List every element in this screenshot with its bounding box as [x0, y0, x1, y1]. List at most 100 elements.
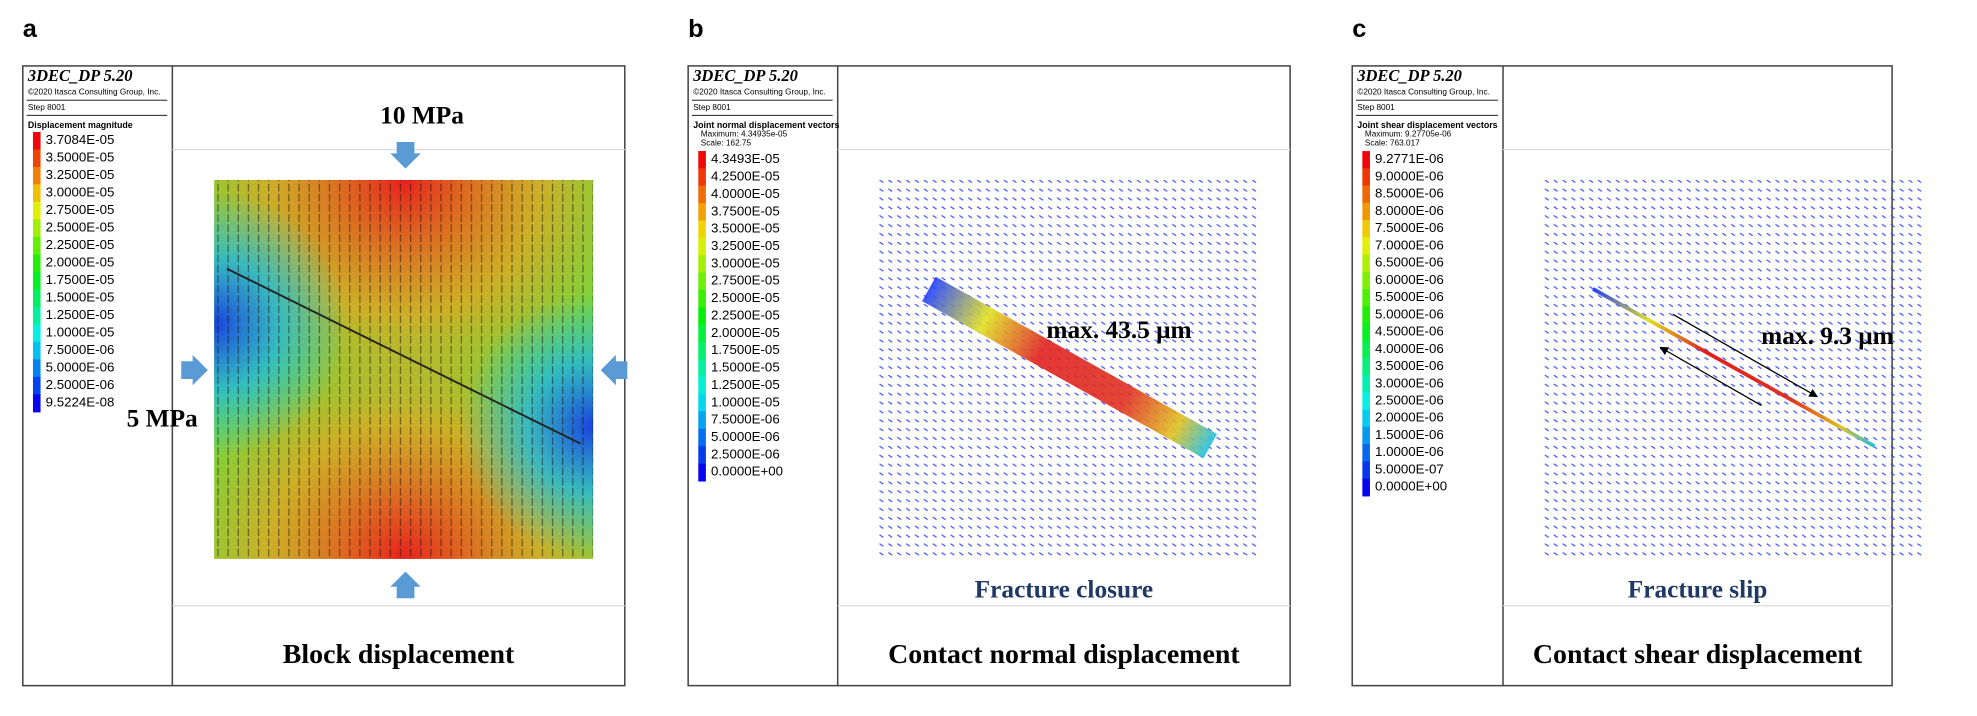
legend-swatch [698, 151, 706, 170]
load-label: 10 MPa [380, 102, 464, 130]
legend-swatch [698, 324, 706, 343]
step: Step 8001 [693, 103, 731, 112]
legend-swatch [1362, 323, 1370, 342]
panel: a 3DEC_DP 5.20 ©2020 Itasca Consulting Gro… [22, 15, 628, 687]
legend-swatch [1362, 202, 1370, 221]
legend-entry: 7.5000E-06 [711, 412, 780, 427]
legend-entry: 1.5000E-06 [1375, 427, 1444, 442]
legend-swatch [1362, 168, 1370, 187]
legend-entry: 3.0000E-05 [711, 255, 780, 270]
legend-swatch [1362, 426, 1370, 445]
legend-swatch [698, 220, 706, 239]
legend-entry: 3.5000E-05 [46, 150, 115, 165]
legend-swatch [32, 289, 41, 308]
legend-entry: 2.7500E-05 [46, 202, 115, 217]
max-label: max. 9.3 μm [1761, 322, 1894, 350]
legend-entry: 9.0000E-06 [1375, 168, 1444, 183]
legend-swatch [1362, 306, 1370, 325]
step: Step 8001 [1357, 103, 1395, 112]
software-name: 3DEC_DP 5.20 [1356, 66, 1462, 85]
legend-swatch [698, 428, 706, 447]
legend-entry: 2.5000E-06 [46, 377, 115, 392]
legend-swatch [32, 219, 41, 238]
copyright: ©2020 Itasca Consulting Group, Inc. [693, 88, 826, 97]
legend-entry: 3.7500E-05 [711, 203, 780, 218]
legend-swatch [32, 254, 41, 273]
legend-entry: 4.5000E-06 [1375, 324, 1444, 339]
legend-entry: 7.0000E-06 [1375, 237, 1444, 252]
legend-entry: 1.5000E-05 [46, 290, 115, 305]
copyright: ©2020 Itasca Consulting Group, Inc. [28, 88, 161, 97]
legend-swatch [32, 131, 41, 151]
legend-entry: 3.2500E-05 [46, 167, 115, 182]
legend-entry: 4.0000E-05 [711, 186, 780, 201]
legend-swatch [32, 201, 41, 221]
legend-swatch [32, 236, 41, 256]
caption: Contact normal displacement [888, 639, 1240, 670]
legend-entry: 3.5000E-05 [711, 221, 780, 236]
legend-swatch [698, 203, 706, 222]
legend-entry: 2.0000E-05 [46, 255, 115, 270]
fracture [226, 267, 581, 445]
legend-entry: 2.2500E-05 [46, 237, 115, 252]
legend-swatch [1362, 357, 1370, 376]
legend-info: Scale: 162.75 [701, 138, 752, 147]
legend-entry: 2.2500E-05 [711, 307, 780, 322]
fracture-band [922, 276, 1218, 459]
legend-swatch [32, 359, 41, 378]
legend-entry: 4.3493E-05 [711, 151, 780, 166]
load-arrow [600, 354, 628, 386]
legend-swatch [698, 376, 706, 395]
legend-entry: 3.0000E-05 [46, 185, 115, 200]
legend-entry: 6.0000E-06 [1375, 272, 1444, 287]
legend-swatch [32, 184, 41, 203]
legend-entry: 5.0000E-06 [46, 360, 115, 375]
legend-swatch [698, 342, 706, 360]
legend-swatch [1362, 409, 1370, 428]
legend-entry: 3.0000E-06 [1375, 375, 1444, 390]
legend-entry: 5.0000E-07 [1375, 461, 1444, 476]
legend-swatch [32, 341, 41, 360]
legend-entry: 1.7500E-05 [46, 272, 115, 287]
caption: Block displacement [283, 639, 515, 670]
legend-swatch [1362, 220, 1370, 238]
caption: Contact shear displacement [1533, 639, 1863, 670]
legend-swatch [1362, 271, 1370, 290]
legend-swatch [1362, 461, 1370, 480]
legend-swatch [32, 271, 41, 290]
legend-entry: 7.5000E-06 [1375, 220, 1444, 235]
legend-entry: 2.5000E-06 [1375, 393, 1444, 408]
legend-swatch [32, 149, 41, 168]
slip-arrow [1672, 313, 1819, 398]
legend-entry: 5.0000E-06 [711, 429, 780, 444]
panel: c 3DEC_DP 5.20 ©2020 Itasca Consulting Gro… [1351, 15, 1922, 687]
legend-swatch [1362, 185, 1370, 204]
legend-entry: 0.0000E+00 [1375, 479, 1447, 494]
legend-entry: 2.0000E-06 [1375, 410, 1444, 425]
legend-entry: 7.5000E-06 [46, 342, 115, 357]
legend-entry: 2.5000E-05 [711, 290, 780, 305]
legend-entry: 8.5000E-06 [1375, 186, 1444, 201]
legend-swatch [698, 307, 706, 326]
legend-swatch [698, 446, 706, 465]
legend-swatch [698, 411, 706, 430]
legend-entry: 4.2500E-05 [711, 169, 780, 184]
legend-swatch [32, 376, 41, 395]
panel-frame [687, 65, 1291, 687]
software-name: 3DEC_DP 5.20 [692, 66, 798, 85]
legend-entry: 0.0000E+00 [711, 464, 783, 479]
legend-info: Maximum: 4.34935e-05 [701, 130, 788, 139]
legend-swatch [1362, 288, 1370, 307]
panel: b 3DEC_DP 5.20 ©2020 Itasca Consulting Gro… [687, 15, 1291, 687]
legend-entry: 2.5000E-05 [46, 220, 115, 235]
plot-label: Fracture closure [975, 576, 1153, 604]
panel-label: a [23, 15, 38, 43]
legend-entry: 9.5224E-08 [46, 395, 115, 410]
legend-swatch [1362, 392, 1370, 411]
legend-swatch [32, 394, 41, 413]
step: Step 8001 [28, 103, 66, 112]
plot-label: Fracture slip [1628, 576, 1768, 604]
panel-label: c [1352, 15, 1366, 43]
legend-entry: 4.0000E-06 [1375, 341, 1444, 356]
